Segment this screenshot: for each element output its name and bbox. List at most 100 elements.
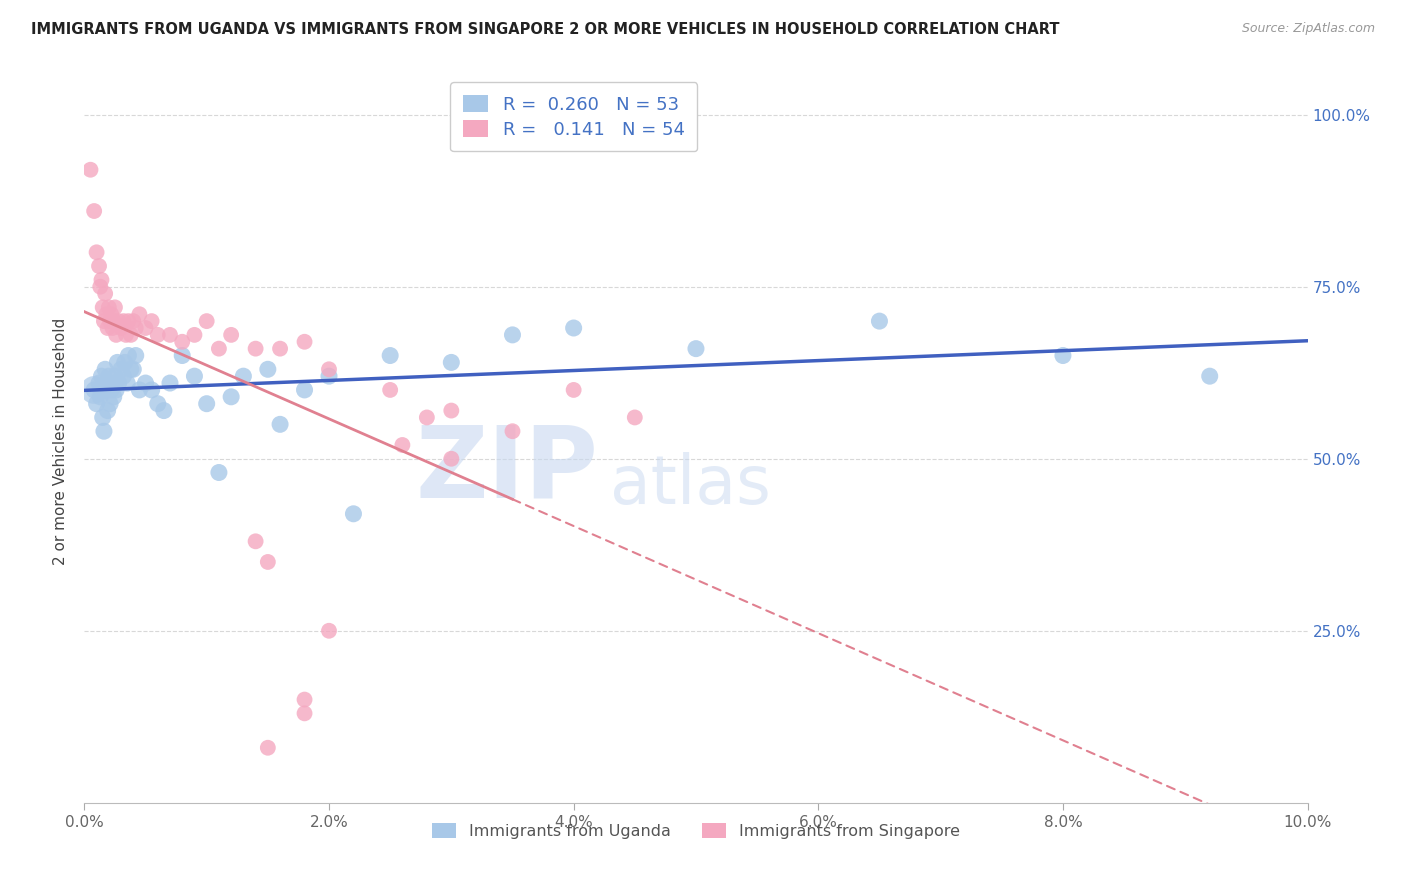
Point xyxy=(257,555,280,569)
Point xyxy=(562,321,585,335)
Point xyxy=(83,383,105,397)
Point xyxy=(183,327,205,342)
Point xyxy=(96,307,118,321)
Point xyxy=(83,204,105,219)
Point xyxy=(86,245,108,260)
Point xyxy=(100,383,122,397)
Point xyxy=(869,314,891,328)
Point xyxy=(440,403,463,417)
Text: Source: ZipAtlas.com: Source: ZipAtlas.com xyxy=(1241,22,1375,36)
Point xyxy=(91,410,114,425)
Text: atlas: atlas xyxy=(610,452,772,518)
Point xyxy=(89,279,111,293)
Point xyxy=(110,362,132,376)
Point xyxy=(269,342,291,356)
Point xyxy=(269,417,291,432)
Point xyxy=(125,349,148,363)
Point xyxy=(117,349,139,363)
Point xyxy=(90,273,112,287)
Point xyxy=(318,362,340,376)
Point xyxy=(245,534,267,549)
Point xyxy=(93,424,115,438)
Point xyxy=(141,383,163,397)
Point xyxy=(172,349,194,363)
Point xyxy=(98,314,121,328)
Point xyxy=(122,314,145,328)
Point xyxy=(318,369,340,384)
Point xyxy=(98,397,121,411)
Point xyxy=(104,301,127,315)
Point xyxy=(183,369,205,384)
Point xyxy=(135,376,157,390)
Point xyxy=(91,301,114,315)
Point xyxy=(91,383,114,397)
Legend: Immigrants from Uganda, Immigrants from Singapore: Immigrants from Uganda, Immigrants from … xyxy=(426,816,966,846)
Point xyxy=(97,403,120,417)
Point xyxy=(89,390,111,404)
Point xyxy=(685,342,707,356)
Point xyxy=(294,706,316,721)
Y-axis label: 2 or more Vehicles in Household: 2 or more Vehicles in Household xyxy=(53,318,69,566)
Point xyxy=(97,369,120,384)
Point xyxy=(153,403,176,417)
Point xyxy=(624,410,647,425)
Point xyxy=(105,383,128,397)
Point xyxy=(380,349,402,363)
Point xyxy=(96,383,118,397)
Point xyxy=(502,327,524,342)
Text: ZIP: ZIP xyxy=(415,422,598,519)
Point xyxy=(103,390,125,404)
Point xyxy=(114,355,136,369)
Point xyxy=(416,410,439,425)
Point xyxy=(342,507,364,521)
Point xyxy=(1198,369,1220,384)
Point xyxy=(97,321,120,335)
Text: IMMIGRANTS FROM UGANDA VS IMMIGRANTS FROM SINGAPORE 2 OR MORE VEHICLES IN HOUSEH: IMMIGRANTS FROM UGANDA VS IMMIGRANTS FRO… xyxy=(31,22,1060,37)
Point xyxy=(502,424,524,438)
Point xyxy=(107,314,129,328)
Point xyxy=(90,369,112,384)
Point xyxy=(562,383,585,397)
Point xyxy=(105,327,128,342)
Point xyxy=(172,334,194,349)
Point xyxy=(294,383,316,397)
Point xyxy=(103,314,125,328)
Point xyxy=(440,451,463,466)
Point xyxy=(257,362,280,376)
Point xyxy=(294,334,316,349)
Point xyxy=(195,397,218,411)
Point xyxy=(146,327,169,342)
Point xyxy=(128,383,150,397)
Point xyxy=(104,369,127,384)
Point xyxy=(1052,349,1074,363)
Point xyxy=(87,259,110,273)
Point xyxy=(115,327,138,342)
Point xyxy=(117,314,139,328)
Point xyxy=(125,321,148,335)
Point xyxy=(100,307,122,321)
Point xyxy=(380,383,402,397)
Point xyxy=(294,692,316,706)
Point xyxy=(105,355,128,369)
Point xyxy=(101,376,124,390)
Point xyxy=(79,162,101,177)
Point xyxy=(208,342,231,356)
Point xyxy=(219,327,242,342)
Point xyxy=(97,301,120,315)
Point xyxy=(120,327,142,342)
Point xyxy=(128,307,150,321)
Point xyxy=(318,624,340,638)
Point xyxy=(83,383,105,397)
Point xyxy=(257,740,280,755)
Point xyxy=(195,314,218,328)
Point xyxy=(86,397,108,411)
Point xyxy=(112,369,135,384)
Point xyxy=(440,355,463,369)
Point xyxy=(87,376,110,390)
Point xyxy=(112,314,135,328)
Point xyxy=(159,327,181,342)
Point xyxy=(232,369,254,384)
Point xyxy=(115,376,138,390)
Point xyxy=(94,362,117,376)
Point xyxy=(120,362,142,376)
